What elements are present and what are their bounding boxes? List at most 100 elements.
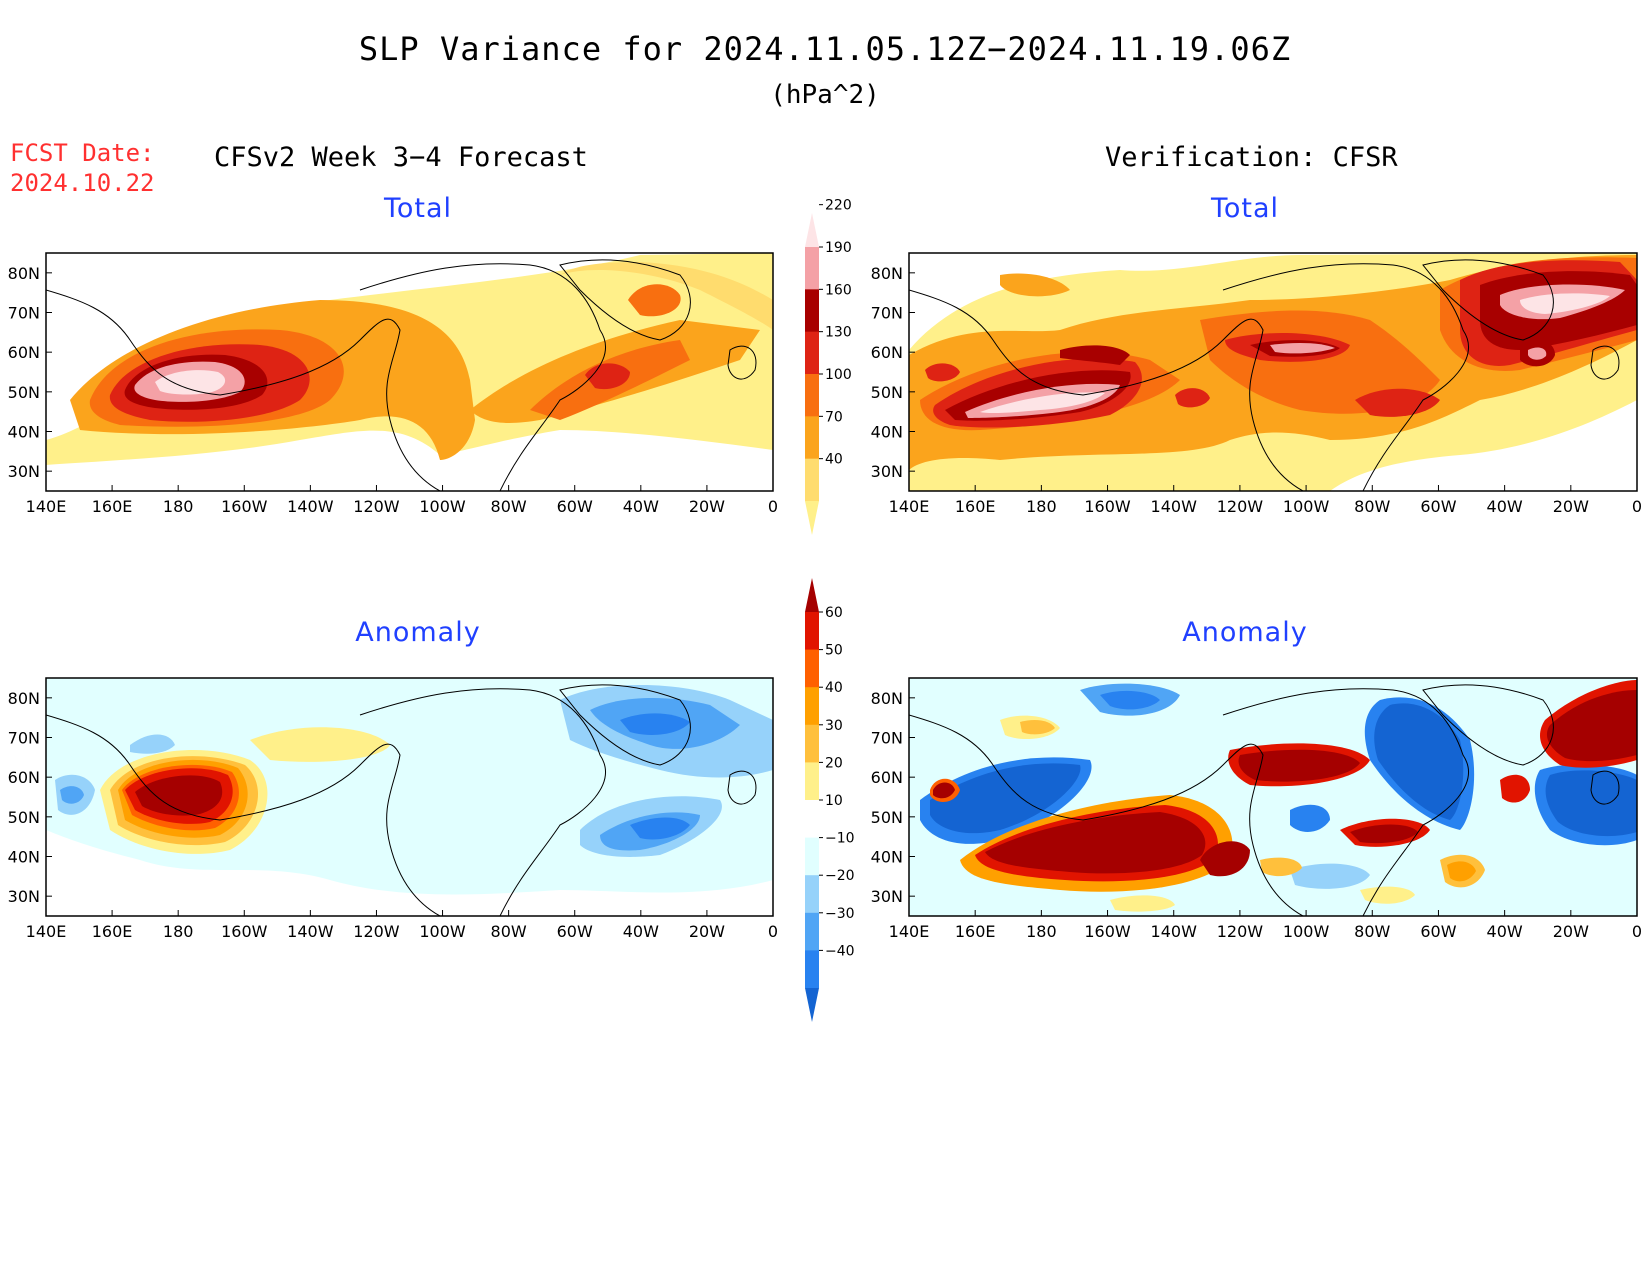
units-label: (hPa^2) bbox=[770, 80, 880, 110]
verification-header: Verification: CFSR bbox=[1105, 142, 1398, 173]
colorbar-label: 20 bbox=[825, 755, 843, 771]
lat-tick-label: 60N bbox=[8, 768, 40, 787]
lon-tick-label: 120W bbox=[1217, 497, 1264, 516]
lon-tick-label: 60W bbox=[1420, 497, 1456, 516]
axes-layer: 140E 160E 180 160W 140W 120W 100W 80W 60W 40W 20W 0… bbox=[8, 264, 1642, 941]
forecast-date-label: FCST Date: bbox=[10, 139, 155, 167]
lat-tick-label: 40N bbox=[8, 423, 40, 442]
lon-tick-label: 160E bbox=[955, 497, 996, 516]
lon-tick-label: 120W bbox=[353, 922, 400, 941]
shading-fcst-anom bbox=[46, 678, 773, 895]
colorbar-swatch bbox=[805, 458, 819, 502]
colorbar-swatch bbox=[805, 762, 819, 801]
panel-title-ver-anom: Anomaly bbox=[1182, 617, 1308, 648]
lat-tick-label: 50N bbox=[871, 808, 903, 827]
lon-tick-label: 160W bbox=[221, 922, 268, 941]
colorbar-swatch bbox=[805, 612, 819, 651]
colorbar-anomaly: −40 −30 −20 −10 10 20 30 40 50 60 bbox=[805, 578, 855, 1022]
colorbar-cap-bottom bbox=[805, 988, 819, 1022]
lon-tick-label: 180 bbox=[163, 497, 194, 516]
colorbar-cap-top bbox=[805, 213, 819, 247]
lon-tick-label: 100W bbox=[1283, 922, 1330, 941]
colorbar-label: 190 bbox=[825, 240, 852, 256]
lon-tick-label: 40W bbox=[1487, 922, 1523, 941]
panel-ver-anom bbox=[909, 678, 1637, 916]
lon-tick-label: 160W bbox=[1084, 497, 1131, 516]
lat-tick-label: 40N bbox=[871, 848, 903, 867]
lat-tick-label: 70N bbox=[8, 304, 40, 323]
lon-tick-label: 180 bbox=[1026, 922, 1057, 941]
panel-ver-total bbox=[909, 253, 1637, 491]
colorbar-cap-top bbox=[805, 578, 819, 612]
lon-tick-label: 40W bbox=[623, 922, 659, 941]
colorbar-layer: 40 70 100 130 160 190 220 −40 −30 −20 −10 10 20 30 40 5… bbox=[805, 198, 855, 1022]
lon-tick-label: 0 bbox=[1632, 922, 1642, 941]
lon-tick-label: 100W bbox=[1283, 497, 1330, 516]
colorbar-label: 40 bbox=[825, 452, 843, 468]
colorbar-label: 40 bbox=[825, 680, 843, 696]
lon-tick-label: 0 bbox=[768, 497, 778, 516]
colorbar-label: 130 bbox=[825, 325, 852, 341]
lon-tick-label: 20W bbox=[1553, 497, 1589, 516]
lon-tick-label: 140E bbox=[26, 497, 67, 516]
colorbar-swatch bbox=[805, 950, 819, 989]
colorbar-swatch bbox=[805, 649, 819, 688]
lon-tick-label: 40W bbox=[1487, 497, 1523, 516]
lon-tick-label: 180 bbox=[163, 922, 194, 941]
lon-tick-label: 0 bbox=[768, 922, 778, 941]
lat-tick-label: 50N bbox=[8, 808, 40, 827]
lon-tick-label: 160E bbox=[92, 497, 133, 516]
panel-fcst-anom bbox=[46, 678, 773, 916]
colorbar-label: 100 bbox=[825, 367, 852, 383]
lon-tick-label: 80W bbox=[491, 497, 527, 516]
lon-tick-label: 100W bbox=[419, 497, 466, 516]
lon-tick-label: 20W bbox=[1553, 922, 1589, 941]
shading-fcst-total bbox=[46, 253, 773, 465]
panel-fcst-total bbox=[46, 253, 773, 491]
lat-tick-label: 50N bbox=[871, 383, 903, 402]
lat-tick-label: 80N bbox=[871, 264, 903, 283]
lon-tick-label: 160W bbox=[221, 497, 268, 516]
lon-tick-label: 160E bbox=[955, 922, 996, 941]
lon-tick-label: 160W bbox=[1084, 922, 1131, 941]
colorbar-cap-bottom bbox=[805, 501, 819, 535]
lat-tick-label: 40N bbox=[8, 848, 40, 867]
colorbar-swatch bbox=[805, 687, 819, 726]
panel-title-fcst-total: Total bbox=[383, 193, 453, 224]
lon-tick-label: 140E bbox=[889, 922, 930, 941]
lat-tick-label: 60N bbox=[871, 343, 903, 362]
colorbar-label: 220 bbox=[825, 198, 852, 214]
colorbar-label: 160 bbox=[825, 282, 852, 298]
lon-tick-label: 80W bbox=[1354, 497, 1390, 516]
colorbar-swatch bbox=[805, 331, 819, 375]
colorbar-label: −40 bbox=[825, 943, 855, 959]
lon-tick-label: 120W bbox=[1217, 922, 1264, 941]
lon-tick-label: 160E bbox=[92, 922, 133, 941]
colorbar-label: −20 bbox=[825, 868, 855, 884]
lat-tick-label: 50N bbox=[8, 383, 40, 402]
lon-tick-label: 20W bbox=[689, 497, 725, 516]
lat-tick-label: 30N bbox=[871, 462, 903, 481]
panel-title-ver-total: Total bbox=[1210, 193, 1280, 224]
lon-tick-label: 60W bbox=[557, 497, 593, 516]
lat-tick-label: 70N bbox=[8, 729, 40, 748]
colorbar-swatch bbox=[805, 837, 819, 876]
forecast-header: CFSv2 Week 3−4 Forecast bbox=[214, 142, 588, 173]
lon-tick-label: 80W bbox=[491, 922, 527, 941]
lon-tick-label: 40W bbox=[623, 497, 659, 516]
lat-tick-label: 60N bbox=[8, 343, 40, 362]
colorbar-label: 10 bbox=[825, 793, 843, 809]
colorbar-swatch bbox=[805, 416, 819, 460]
lon-tick-label: 180 bbox=[1026, 497, 1057, 516]
panel-title-fcst-anom: Anomaly bbox=[355, 617, 481, 648]
lon-tick-label: 100W bbox=[419, 922, 466, 941]
lon-tick-label: 140W bbox=[1151, 497, 1198, 516]
lat-tick-label: 80N bbox=[8, 689, 40, 708]
lon-tick-label: 80W bbox=[1354, 922, 1390, 941]
lat-tick-label: 30N bbox=[8, 462, 40, 481]
lon-tick-label: 120W bbox=[353, 497, 400, 516]
map-title: SLP Variance for 2024.11.05.12Z−2024.11.… bbox=[358, 30, 1292, 68]
lon-tick-label: 140W bbox=[287, 922, 334, 941]
forecast-date-value: 2024.10.22 bbox=[10, 169, 155, 197]
lat-tick-label: 40N bbox=[871, 423, 903, 442]
